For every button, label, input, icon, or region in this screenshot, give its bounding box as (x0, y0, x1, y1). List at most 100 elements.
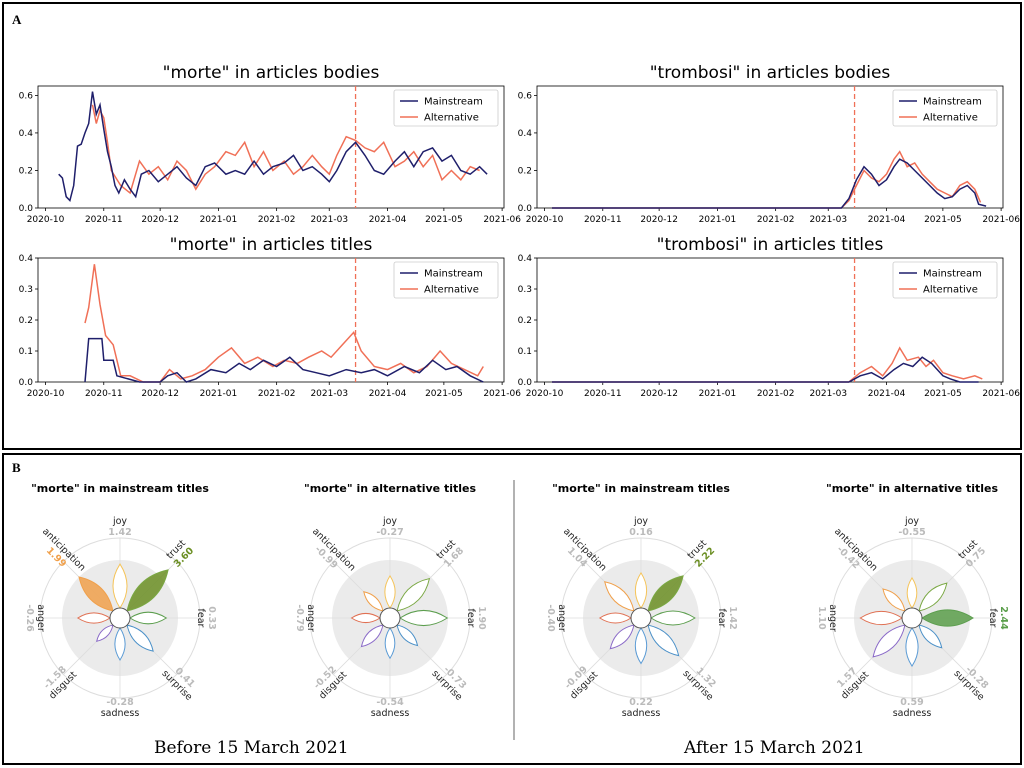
x-tick-label: 2021-03 (310, 215, 348, 225)
x-tick-label: 2021-03 (310, 389, 348, 399)
x-tick-label: 2021-06 (483, 215, 521, 225)
y-tick-label: 0.6 (518, 91, 533, 101)
petal-joy (112, 563, 128, 609)
legend-box (892, 89, 998, 127)
petal-disgust (96, 624, 114, 642)
radar-title: "morte" in alternative titles (826, 482, 998, 495)
chart-title: "morte" in articles bodies (163, 63, 380, 83)
x-tick-label: 2021-03 (809, 215, 847, 225)
petal-disgust (360, 624, 384, 648)
x-tick-label: 2020-10 (526, 215, 564, 225)
x-tick-label: 2020-10 (526, 389, 564, 399)
line-chart-3: "morte" in articles titles 0.0 0.1 0.2 0.3 0.… (19, 235, 522, 399)
legend-label: Alternative (424, 113, 479, 124)
petal-trust (918, 582, 948, 612)
radar-value-label: 1.90 (476, 606, 487, 630)
x-tick-label: 2021-01 (699, 215, 737, 225)
radar-axis-anger: anger-0.40 (545, 604, 567, 632)
radar-axis-fear: fear 1.90 (465, 606, 487, 630)
petal-fear (921, 609, 975, 627)
petal-fear (399, 609, 449, 627)
x-tick-label: 2020-10 (27, 215, 65, 225)
legend-box (892, 261, 998, 299)
panel-a: A "morte" in articles bodies 0.0 0.2 0.4 0.6… (2, 2, 1022, 450)
x-tick-label: 2020-12 (640, 215, 678, 225)
radar-emotion-label: anger (556, 604, 567, 632)
y-tick-label: 0.1 (518, 347, 532, 357)
line-chart-4: "trombosi" in articles titles 0.0 0.1 0.2 0.… (518, 235, 1020, 399)
panel-a-label: A (12, 12, 22, 27)
x-tick-label: 2020-11 (584, 215, 622, 225)
x-tick-label: 2021-01 (200, 389, 238, 399)
radar-value-label: 0.22 (629, 697, 652, 708)
radar-axis-joy: joy-0.27 (376, 516, 403, 538)
x-tick-label: 2020-11 (584, 389, 622, 399)
panel-b-label: B (12, 460, 21, 475)
series-line-mainstream (84, 337, 484, 383)
legend-label: Alternative (424, 285, 479, 296)
series-line-alternative (552, 346, 983, 383)
line-chart-1: "morte" in articles bodies 0.0 0.2 0.4 0.6 20… (19, 63, 522, 225)
series-line-alternative (91, 104, 480, 195)
radar-axis-fear: fear 2.44 (987, 606, 1009, 630)
radar-center-circle (901, 607, 923, 629)
radar-title: "morte" in mainstream titles (31, 482, 209, 495)
radar-emotion-label: fear (716, 609, 727, 628)
petal-trust (396, 577, 431, 612)
x-tick-label: 2021-02 (258, 389, 296, 399)
x-tick-label: 2021-04 (369, 215, 407, 225)
petal-joy (906, 576, 918, 609)
radar-center-circle (379, 607, 401, 629)
petal-joy (384, 574, 396, 609)
y-tick-label: 0.6 (19, 91, 34, 101)
radar-center-circle (630, 607, 652, 629)
petal-joy (634, 571, 648, 609)
chart-title: "trombosi" in articles bodies (650, 63, 891, 83)
x-tick-label: 2021-02 (757, 215, 795, 225)
radar-axis-surprise: surprise-0.73 (430, 664, 469, 703)
petal-trust (647, 575, 684, 612)
x-tick-label: 2020-11 (85, 389, 123, 399)
x-tick-label: 2021-04 (369, 389, 407, 399)
radar-value-label: -0.54 (376, 697, 404, 708)
y-tick-label: 0.4 (518, 129, 533, 139)
petal-anger (859, 610, 903, 626)
legend-label: Mainstream (923, 97, 982, 108)
radar-charts: "morte" in mainstream titlesjoy1.42trust… (24, 480, 1009, 740)
x-tick-label: 2021-02 (757, 389, 795, 399)
x-tick-label: 2021-05 (425, 215, 463, 225)
y-tick-label: 0.0 (19, 204, 34, 214)
radar-emotion-label: anger (305, 604, 316, 632)
petal-sadness (114, 627, 126, 661)
x-tick-label: 2020-10 (27, 389, 65, 399)
x-tick-label: 2020-11 (85, 215, 123, 225)
radar-axis-joy: joy-0.55 (898, 516, 925, 538)
petal-sadness (905, 627, 919, 668)
petal-anticipation (604, 581, 635, 612)
radar-value-label: -0.55 (898, 527, 925, 538)
x-tick-label: 2021-01 (200, 215, 238, 225)
radar-axis-disgust: disgust-0.09 (563, 664, 601, 701)
x-tick-label: 2021-03 (809, 389, 847, 399)
radar-value-label: -0.27 (376, 527, 403, 538)
x-tick-label: 2021-04 (868, 389, 906, 399)
x-tick-label: 2021-05 (924, 389, 962, 399)
radar-axis-anger: anger-0.79 (294, 604, 316, 632)
chart-title: "morte" in articles titles (170, 235, 373, 255)
radar-axis-disgust: disgust-0.52 (312, 664, 350, 701)
petal-anger (76, 612, 111, 624)
y-tick-label: 0.4 (19, 254, 34, 264)
legend-label: Alternative (923, 285, 978, 296)
series-line-mainstream (552, 356, 979, 383)
radar-emotion-label: anger (35, 604, 46, 632)
